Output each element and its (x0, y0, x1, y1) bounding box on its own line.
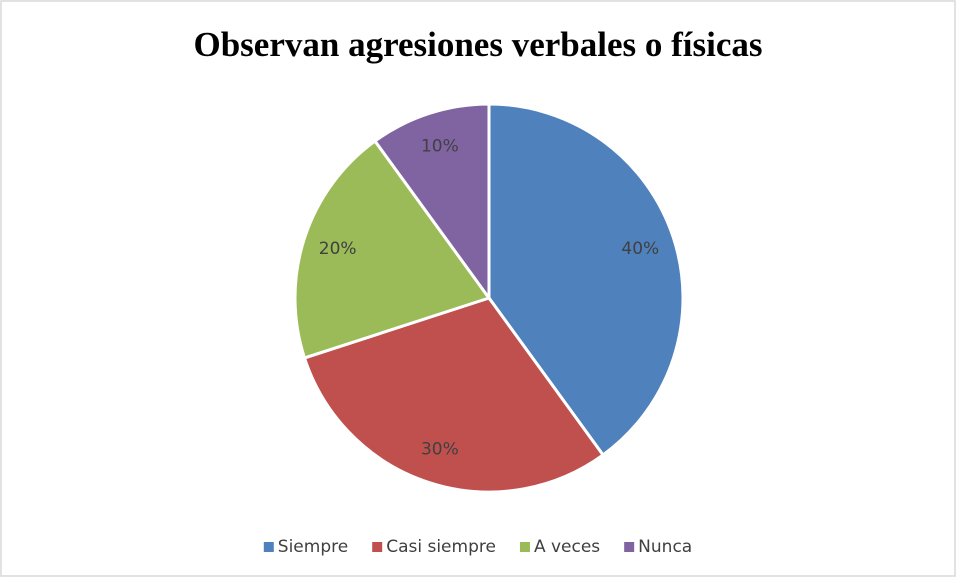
legend-label: Siempre (278, 537, 348, 557)
legend-label: Nunca (638, 537, 692, 557)
legend-label: Casi siempre (386, 537, 496, 557)
pie-slice (302, 296, 606, 494)
legend-label: A veces (534, 537, 600, 557)
data-label: 30% (421, 439, 459, 459)
pie-slice (293, 138, 492, 360)
pie-slice (487, 102, 685, 458)
pie-slice (372, 102, 491, 303)
data-label: 40% (621, 239, 659, 259)
legend-marker (624, 542, 635, 552)
chart-title: Observan agresiones verbales o físicas (193, 25, 762, 64)
data-label: 20% (319, 239, 357, 259)
legend-marker (519, 542, 530, 552)
legend-marker (372, 542, 383, 552)
legend-marker (263, 542, 274, 552)
data-label: 10% (421, 137, 459, 157)
